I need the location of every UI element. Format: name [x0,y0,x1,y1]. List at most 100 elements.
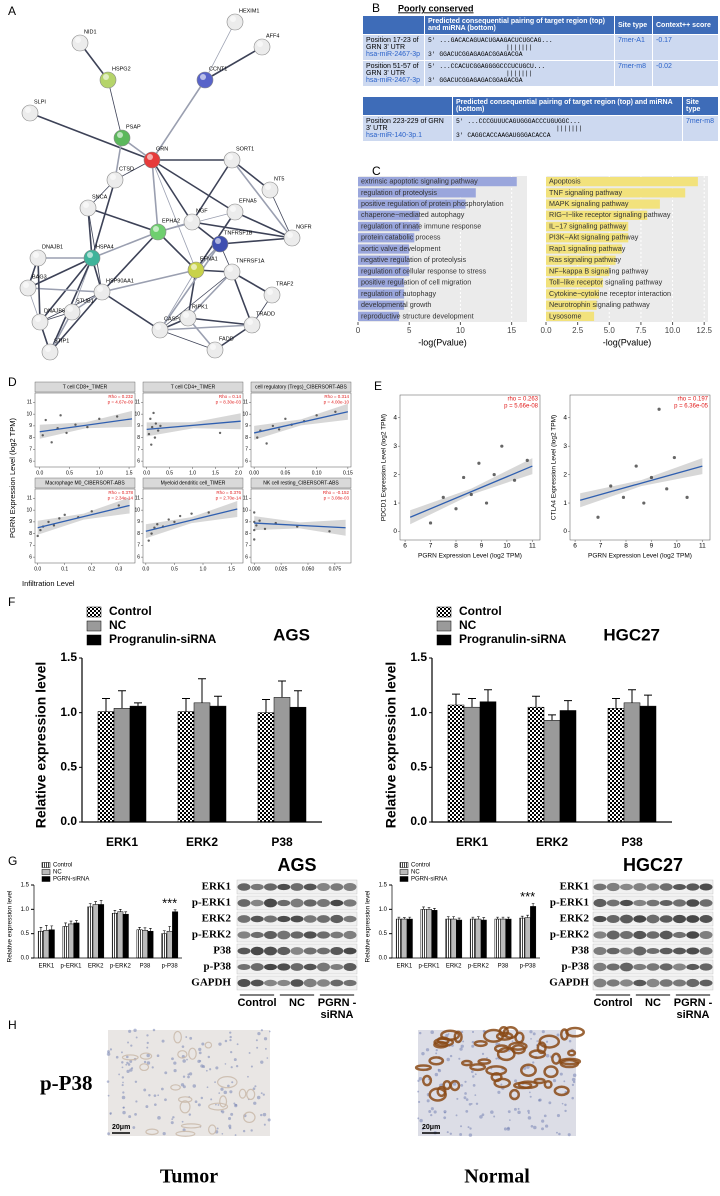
blot-band [237,883,251,891]
nucleus [209,1068,212,1071]
bar [193,702,211,823]
nucleus [122,1081,124,1084]
nucleus [242,1129,246,1133]
error-bar [134,702,142,707]
node-highlight [210,344,216,350]
nucleus [145,1105,149,1109]
point [685,495,689,499]
nucleus [490,1110,494,1114]
point [253,528,256,532]
node-label: HEXIM1 [239,8,259,14]
nucleus [205,1069,208,1072]
point [334,410,337,413]
mirna-name[interactable]: hsa-miR-140-3p.1 [366,132,423,139]
category-label: regulation of autophagy [361,289,437,298]
bar [358,221,420,232]
nucleus [189,1036,193,1040]
strip [250,381,352,393]
mirna-seq: 3' GGACUCGGAGAGACGGAGACGA [428,77,523,84]
nucleus [558,1132,561,1136]
strip [34,381,136,393]
blot-band [317,979,330,987]
blot-row-label: p-ERK1 [192,897,231,909]
x-tick-label: 6 [573,543,577,550]
mirna-name[interactable]: hsa-miR-2467-3p [366,77,421,84]
x-tick-label: 9 [650,543,654,550]
x-axis-label: -log(Pvalue) [418,337,467,347]
bar [469,918,476,959]
node-highlight [230,206,236,212]
nucleus [428,1110,432,1113]
error-bar [94,901,98,905]
edge [91,231,159,259]
node [41,343,59,361]
nucleus [543,1114,547,1118]
point [59,414,62,417]
node-highlight [267,289,273,295]
nucleus [264,1047,267,1050]
x-tick-label: 0.05 [281,470,291,476]
nucleus [514,1079,518,1083]
nucleus [148,1093,151,1097]
error-bar [168,926,172,932]
y-axis-label: Relative expression level [7,890,14,962]
stain [449,1079,461,1092]
x-tick-label: 2.5 [572,326,584,335]
blot-band [330,883,344,891]
category-label: Neurotrophin signaling pathway [549,300,650,309]
error-bar [433,908,436,911]
y-tick-label: 4 [563,414,567,421]
nucleus [121,1076,125,1079]
x-tick-label: 0.5 [166,470,173,476]
bar [289,706,307,823]
error-bar [501,916,505,920]
edge [107,79,123,139]
nucleus [447,1033,450,1035]
edge [91,179,116,259]
point [255,524,258,527]
nucleus [200,1064,204,1068]
nucleus [106,1052,111,1056]
node [21,104,39,122]
cell: 7mer-A1 [614,34,653,61]
node-highlight [155,324,161,330]
blot-band [264,930,277,940]
nucleus [146,1061,151,1065]
nucleus [268,1030,271,1033]
bar [546,278,603,288]
nucleus [230,1066,233,1069]
point [154,422,158,425]
bar [450,918,457,959]
annotation: Rho = 0.14 [219,394,242,399]
point [115,415,119,418]
error-bar [143,927,147,931]
blot-band [699,947,713,955]
error-bar [64,922,67,927]
y-tick-label: 1 [393,500,397,507]
error-bar [496,916,499,920]
node [99,71,117,89]
mirna-seq: 3' CAGGCACCAAGAUGGGACACCA [456,132,551,139]
error-bar [484,689,492,702]
nucleus [567,1133,571,1137]
nucleus [121,1066,124,1069]
point [428,521,433,525]
y-tick-label: 1.5 [379,883,388,889]
annotation: p = 5.66e-08 [504,404,539,410]
edge [191,221,293,239]
y-tick-label: 0.0 [410,814,427,828]
nucleus [556,1131,558,1134]
nucleus [107,1132,111,1136]
blot-band [303,899,317,907]
mirna-name[interactable]: hsa-miR-2467-3p [366,51,421,58]
legend-swatch [86,634,102,646]
node-label: TNFRSF1A [236,258,265,264]
nucleus [430,1030,434,1034]
blot-band [264,963,277,971]
nucleus [201,1042,205,1046]
nucleus [182,1075,186,1078]
nucleus [449,1132,452,1135]
category-label: NF−kappa B signaling pathway [549,266,649,275]
blot-band [646,899,660,907]
nucleus [156,1054,160,1058]
